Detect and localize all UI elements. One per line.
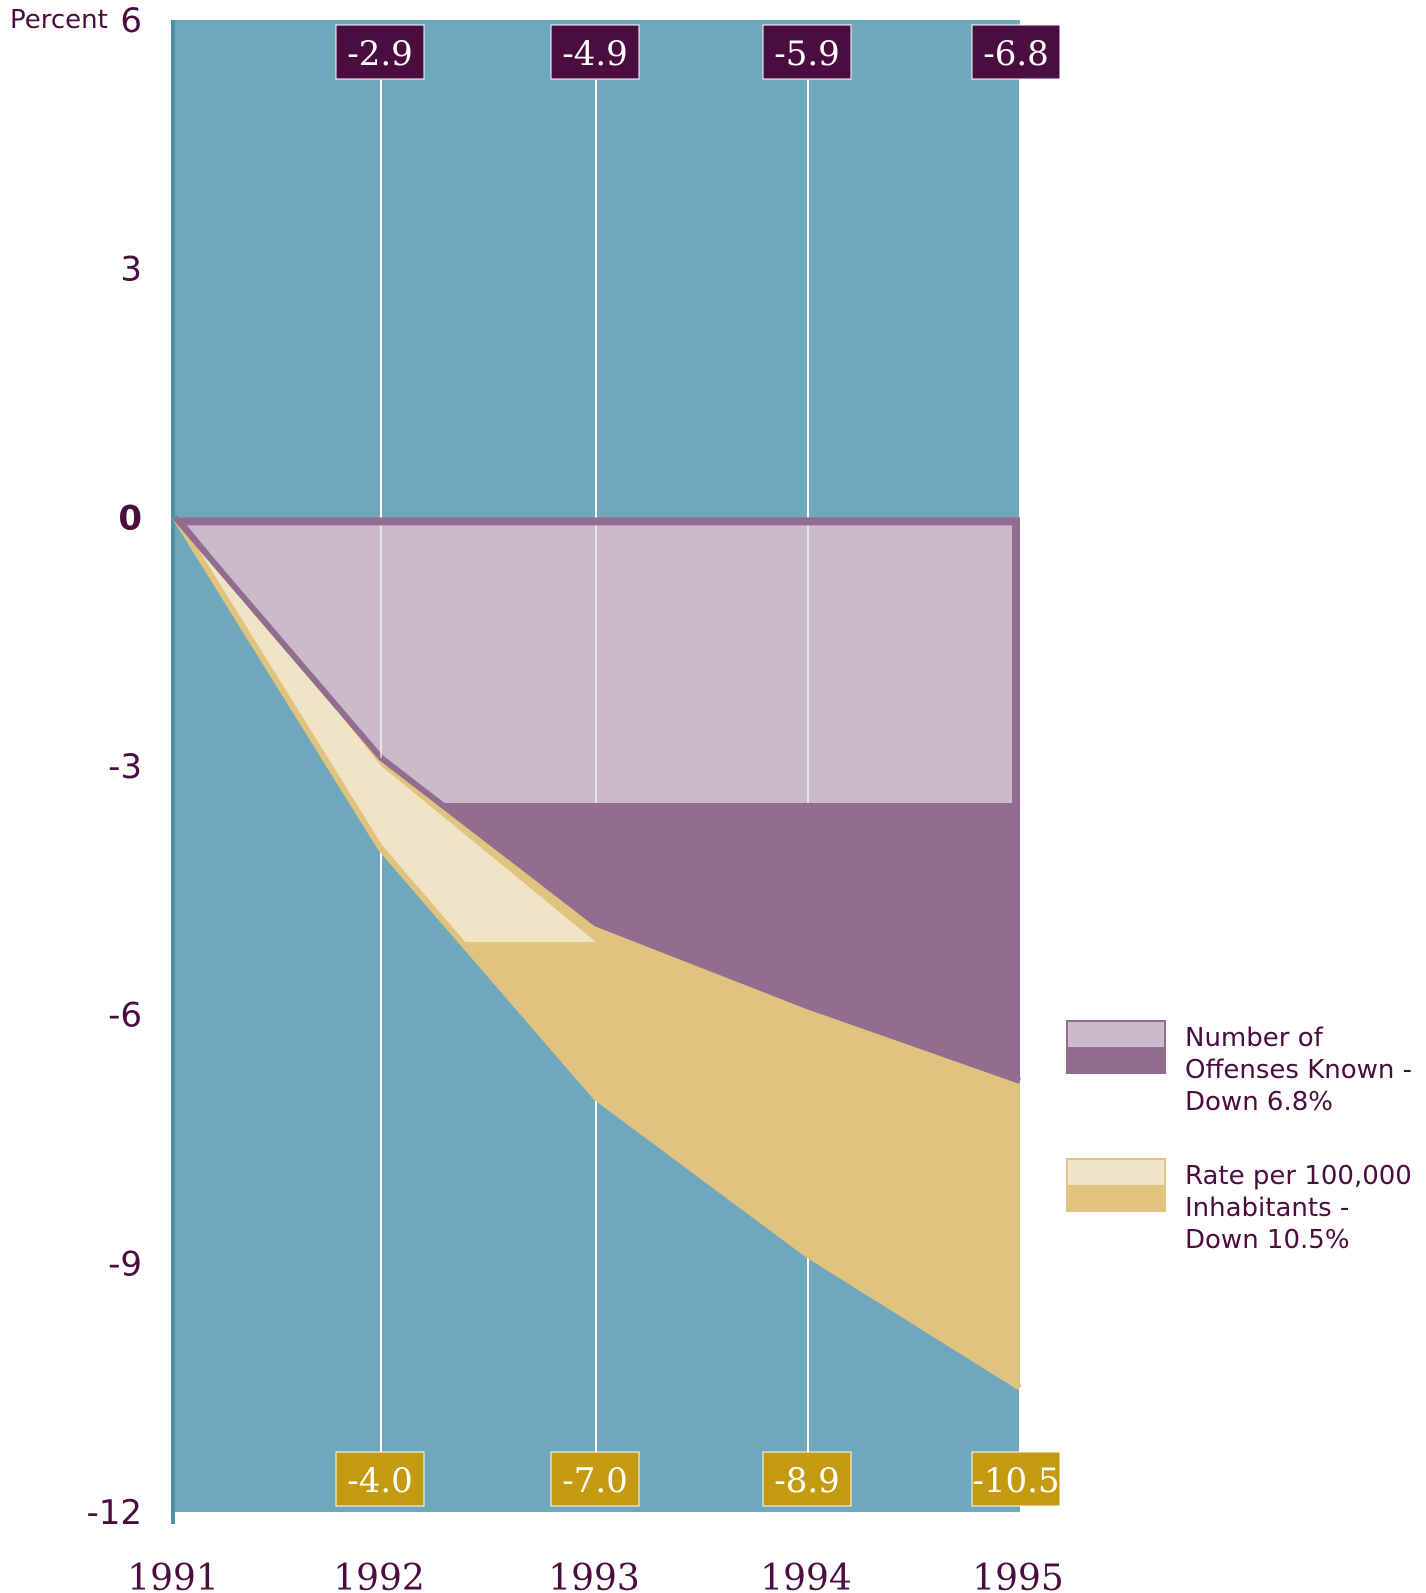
y-tick-label: -12 <box>86 1493 142 1533</box>
x-tick-label: 1994 <box>760 1558 852 1593</box>
legend-label: Number of <box>1185 1023 1324 1053</box>
offenses-data-label: -2.9 <box>335 24 425 80</box>
y-tick-label: 3 <box>120 250 142 290</box>
y-axis-title: Percent <box>10 5 108 35</box>
offenses-data-label: -4.9 <box>550 24 640 80</box>
offenses-data-label-text: -6.8 <box>983 34 1049 74</box>
rate-data-label: -10.5 <box>971 1451 1061 1507</box>
legend-label: Down 6.8% <box>1185 1087 1333 1117</box>
y-tick-label: 0 <box>118 498 142 538</box>
series-rate-area <box>175 517 1020 1388</box>
x-tick-label: 1991 <box>127 1558 219 1593</box>
offenses-data-label: -5.9 <box>762 24 852 80</box>
y-tick-label: -6 <box>108 996 142 1036</box>
y-tick-label: -9 <box>108 1244 142 1284</box>
rate-data-label-text: -4.0 <box>347 1461 413 1501</box>
series-rate-line <box>172 515 1022 1391</box>
offenses-data-label-box <box>335 24 425 80</box>
legend-swatch-highlight <box>1068 1022 1164 1047</box>
offenses-data-label: -6.8 <box>971 24 1061 80</box>
rate-data-label-text: -8.9 <box>774 1461 840 1501</box>
x-tick-label: 1995 <box>972 1558 1064 1593</box>
rate-data-label: -8.9 <box>762 1451 852 1507</box>
x-tick-label: 1993 <box>548 1558 640 1593</box>
legend-label: Rate per 100,000 <box>1185 1161 1412 1191</box>
offenses-data-label-text: -4.9 <box>562 34 628 74</box>
offenses-data-label-box <box>971 24 1061 80</box>
offenses-data-label-box <box>762 24 852 80</box>
rate-data-label-box <box>550 1451 640 1507</box>
offenses-data-label-text: -2.9 <box>347 34 413 74</box>
legend-label: Down 10.5% <box>1185 1225 1350 1255</box>
rate-data-label: -4.0 <box>335 1451 425 1507</box>
offenses-data-label-text: -5.9 <box>774 34 840 74</box>
x-tick-label: 1992 <box>333 1558 425 1593</box>
rate-data-label: -7.0 <box>550 1451 640 1507</box>
series-offenses-band <box>187 525 1012 803</box>
legend-label: Inhabitants - <box>1185 1193 1349 1223</box>
rate-data-label-text: -7.0 <box>562 1461 628 1501</box>
rate-data-label-box <box>971 1451 1061 1507</box>
offenses-data-label-box <box>550 24 640 80</box>
legend-label: Offenses Known - <box>1185 1055 1412 1085</box>
rate-data-label-box <box>762 1451 852 1507</box>
y-tick-label: -3 <box>108 747 142 787</box>
legend-swatch-highlight <box>1068 1160 1164 1185</box>
y-axis-line <box>171 20 175 1524</box>
series-offenses-line <box>172 515 1021 1084</box>
rate-data-label-box <box>335 1451 425 1507</box>
y-tick-label: 6 <box>120 1 142 41</box>
rate-data-label-text: -10.5 <box>972 1461 1059 1501</box>
